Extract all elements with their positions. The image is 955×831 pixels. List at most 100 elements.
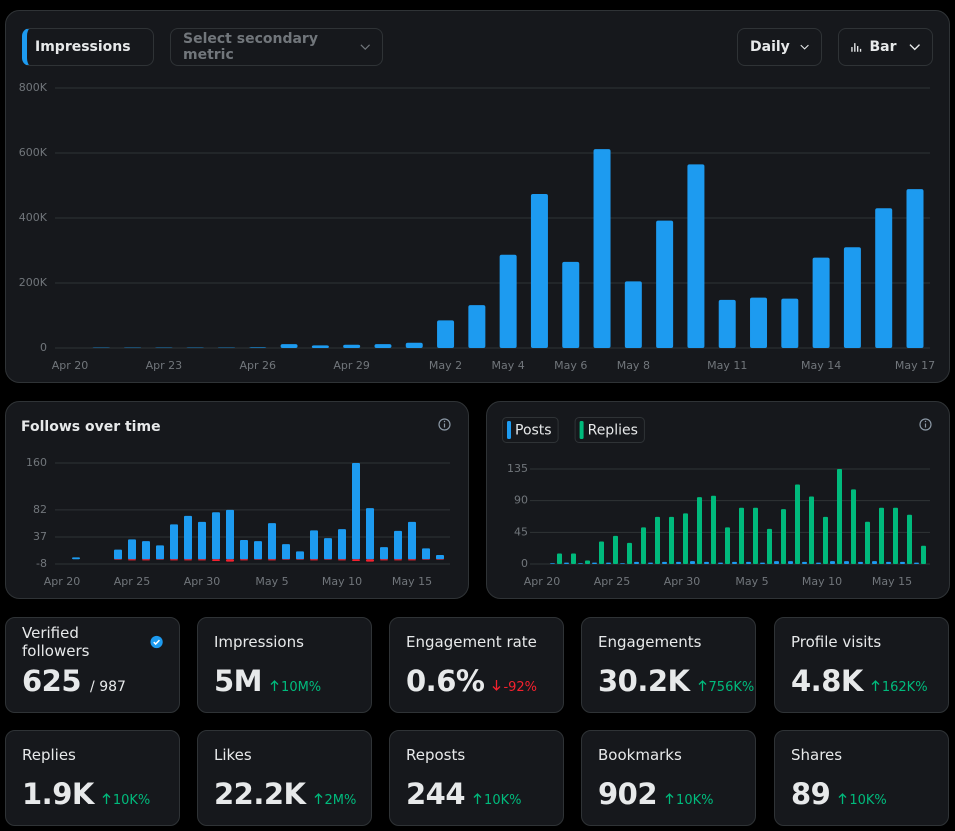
charts: Follows over time 0 200K 400K 600K 800K Apr 2… (5, 10, 950, 599)
bar (634, 561, 639, 564)
x-tick-label: Apr 20 (524, 575, 561, 588)
info-icon[interactable] (919, 418, 932, 431)
bar (781, 298, 799, 348)
stat-value-row: 244 10K% (406, 777, 547, 811)
bar (422, 559, 430, 560)
chevron (909, 44, 920, 51)
stat-value: 4.8K (791, 664, 863, 698)
bar (795, 484, 800, 564)
stat-label: Engagement rate (406, 633, 537, 651)
arrow-up (838, 793, 847, 804)
stat-value-row: 0.6% -92% (406, 664, 547, 698)
stat-change-value: -92% (503, 680, 538, 695)
bar (760, 562, 765, 564)
bar (872, 561, 877, 564)
secondary-metric-select[interactable]: Select secondary metric (170, 28, 383, 66)
bar (240, 559, 248, 561)
bar (499, 254, 517, 348)
bar (408, 521, 416, 560)
x-tick-label: Apr 30 (664, 575, 701, 588)
stat-card: Bookmarks 902 10K% (581, 730, 756, 826)
stat-value: 22.2K (214, 777, 306, 811)
bar-icon (851, 43, 862, 52)
arrow-up (102, 793, 111, 804)
stat-label-row: Replies (22, 745, 163, 765)
stat-change: 10K% (665, 793, 713, 808)
bar (767, 528, 772, 564)
bar (128, 539, 136, 560)
stat-value-row: 30.2K 756K% (598, 664, 754, 698)
stat-change-value: 756K% (708, 680, 755, 695)
bar (254, 559, 262, 560)
bar (687, 164, 705, 348)
legend-box (502, 417, 559, 443)
bar (280, 344, 298, 348)
arrow-down (492, 680, 501, 691)
bar (592, 562, 597, 564)
primary-metric: Impressions (35, 39, 131, 55)
chart-style-select[interactable]: Bar (838, 28, 933, 66)
bar (226, 559, 234, 562)
stat-change: 10M% (270, 680, 321, 695)
stat-value-row: 625 / 987 (22, 664, 163, 698)
bar (114, 559, 122, 560)
y-tick-label: 400K (19, 211, 48, 224)
bar (571, 553, 576, 564)
legend-box (574, 417, 645, 443)
info-icon[interactable] (438, 418, 451, 431)
stat-label-row: Engagements (598, 632, 739, 652)
bar (468, 305, 486, 348)
stat-change: 162K% (871, 680, 928, 695)
legend-item[interactable]: Replies (574, 417, 645, 443)
bar (184, 559, 192, 561)
verified-badge (150, 635, 163, 649)
stat-card: Impressions 5M 10M% (197, 617, 372, 713)
chart-title: Follows over time (21, 419, 161, 435)
stat-change-value: 162K% (881, 680, 928, 695)
stat-label: Impressions (214, 633, 304, 651)
stat-card: Profile visits 4.8K 162K% (774, 617, 949, 713)
y-tick-label: 600K (19, 146, 48, 159)
x-tick-label: Apr 23 (146, 359, 183, 372)
bar (72, 557, 80, 560)
stat-card: Reposts 244 10K% (389, 730, 564, 826)
bar (865, 521, 870, 564)
stat-value-row: 902 10K% (598, 777, 739, 811)
interval-select[interactable]: Daily (737, 28, 822, 66)
bar (697, 497, 702, 564)
stat-value: 5M (214, 664, 263, 698)
stat-value: 0.6% (406, 664, 485, 698)
bar (585, 560, 590, 564)
stat-label: Shares (791, 746, 843, 764)
stat-value-row: 89 10K% (791, 777, 932, 811)
bar (812, 257, 830, 348)
bar (662, 561, 667, 564)
x-tick-label: Apr 20 (44, 575, 81, 588)
bar (436, 554, 444, 560)
bar (324, 538, 332, 560)
stat-card: Engagement rate 0.6% -92% (389, 617, 564, 713)
y-tick-label: 0 (40, 341, 47, 354)
bar (282, 544, 290, 560)
bar (781, 509, 786, 564)
x-tick-label: May 11 (707, 359, 747, 372)
primary-metric-select[interactable]: Impressions (22, 28, 154, 66)
bar (338, 529, 346, 560)
bar (620, 563, 625, 564)
bar (184, 515, 192, 560)
stat-label: Replies (22, 746, 76, 764)
stat-label: Likes (214, 746, 252, 764)
y-tick-label: 200K (19, 276, 48, 289)
bar (816, 562, 821, 564)
bar (669, 516, 674, 564)
stat-label-row: Profile visits (791, 632, 932, 652)
bar (858, 561, 863, 564)
bar (380, 547, 388, 560)
bar (170, 559, 178, 561)
x-tick-label: May 10 (322, 575, 362, 588)
bar (624, 281, 642, 348)
x-tick-label: May 5 (735, 575, 768, 588)
legend-item[interactable]: Posts (502, 417, 559, 443)
stat-card: Shares 89 10K% (774, 730, 949, 826)
bar (128, 559, 136, 561)
